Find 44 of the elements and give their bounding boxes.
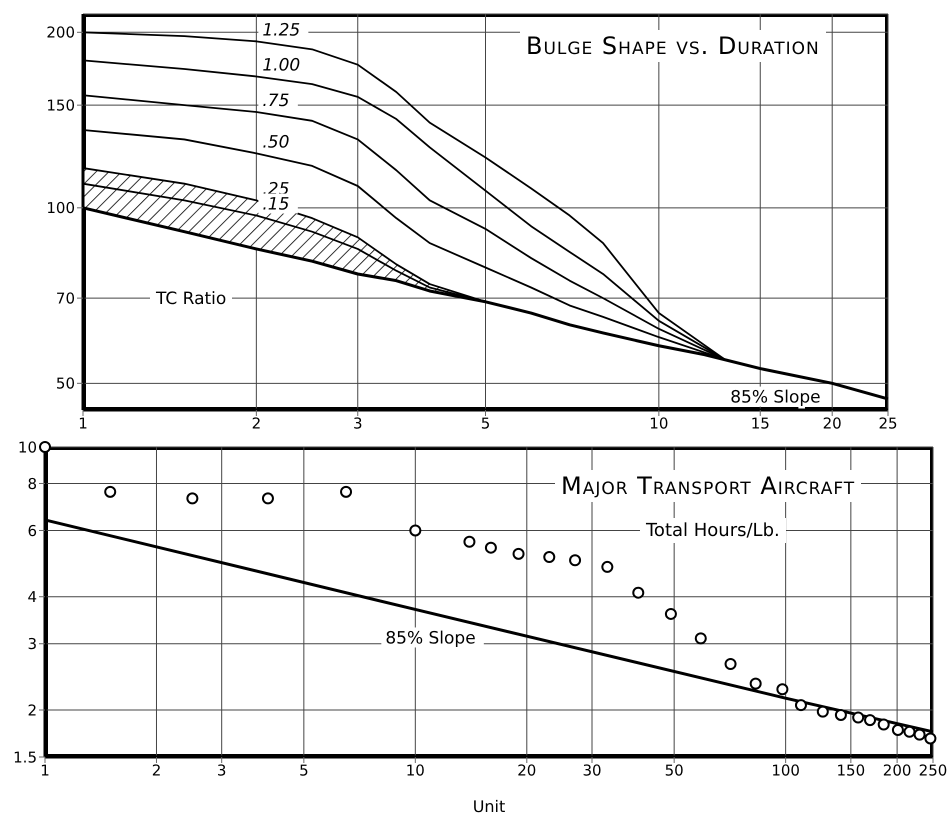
y-tick-label: 3 bbox=[27, 635, 37, 654]
y-tick-label: 100 bbox=[46, 199, 75, 218]
x-tick-label: 2 bbox=[252, 414, 262, 433]
x-tick-label: 50 bbox=[664, 762, 684, 780]
y-tick-label: 200 bbox=[46, 24, 75, 42]
x-tick-label: 2 bbox=[152, 762, 162, 780]
text: Total Hours/Lb. bbox=[640, 518, 786, 543]
x-tick-label: 3 bbox=[352, 414, 363, 433]
x-tick-label: 10 bbox=[649, 414, 668, 433]
x-tick-label: 20 bbox=[822, 414, 842, 433]
series-label: 85% Slope bbox=[385, 628, 476, 648]
x-tick-label: 25 bbox=[878, 414, 898, 433]
series-label: 1.00 bbox=[262, 55, 300, 76]
series-label: 1.25 bbox=[262, 20, 300, 40]
x-tick-label: 100 bbox=[771, 762, 800, 780]
x-tick-label: 150 bbox=[836, 762, 866, 780]
y-tick-label: 70 bbox=[56, 289, 75, 308]
y-tick-label: 10 bbox=[18, 438, 37, 456]
annotation: TC Ratio bbox=[150, 288, 232, 310]
x-tick-label: 30 bbox=[582, 762, 602, 780]
series-label: .50 bbox=[262, 132, 290, 152]
x-tick-label: 20 bbox=[517, 762, 536, 780]
x-tick-label: 1 bbox=[40, 762, 50, 780]
x-tick-label: 200 bbox=[882, 762, 912, 780]
y-tick-label: 2 bbox=[27, 701, 37, 720]
x-tick-label: 1 bbox=[78, 414, 88, 433]
text: Major Transport Aircraft bbox=[555, 470, 862, 502]
x-tick-label: 5 bbox=[480, 414, 490, 433]
series-label: .15 bbox=[262, 194, 290, 215]
y-tick-label: 150 bbox=[46, 96, 75, 114]
x-tick-label: 15 bbox=[750, 414, 770, 433]
x-tick-label: 3 bbox=[216, 762, 226, 780]
text: Bulge Shape vs. Duration bbox=[520, 30, 826, 62]
series-label: .75 bbox=[262, 90, 290, 111]
y-tick-label: 4 bbox=[27, 588, 37, 606]
y-tick-label: 6 bbox=[27, 522, 37, 540]
y-tick-label: 8 bbox=[27, 474, 37, 493]
series-label: 85% Slope bbox=[730, 388, 821, 408]
x-tick-label: 5 bbox=[299, 762, 309, 780]
x-axis-title: Unit bbox=[472, 797, 506, 814]
y-tick-label: 1.5 bbox=[13, 748, 37, 766]
y-tick-label: 50 bbox=[56, 374, 75, 393]
x-tick-label: 250 bbox=[918, 762, 948, 780]
x-tick-label: 10 bbox=[406, 762, 425, 780]
